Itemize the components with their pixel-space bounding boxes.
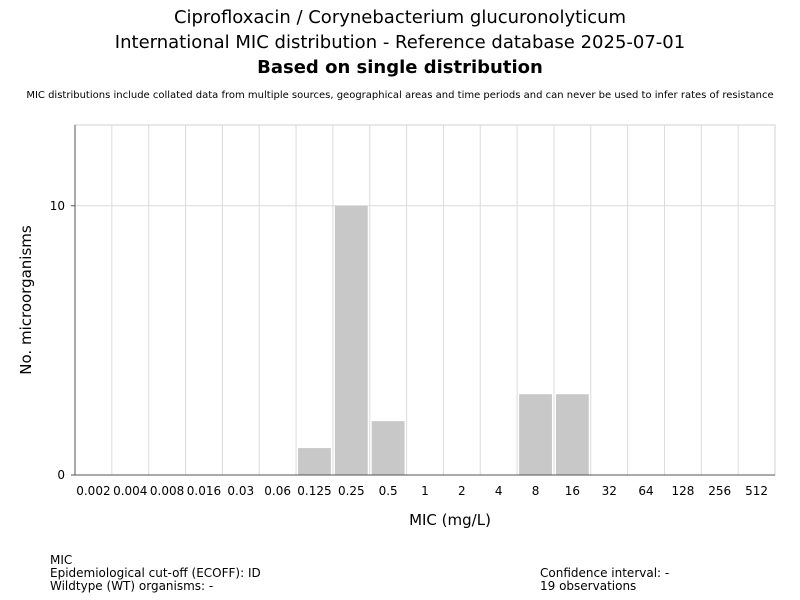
- x-tick-label: 16: [565, 484, 580, 498]
- disclaimer-text: MIC distributions include collated data …: [26, 90, 774, 101]
- x-tick-label: 0.25: [338, 484, 365, 498]
- y-tick-label: 0: [57, 468, 65, 482]
- x-tick-label: 0.008: [150, 484, 184, 498]
- x-tick-label: 4: [495, 484, 503, 498]
- x-axis-label: MIC (mg/L): [409, 511, 491, 529]
- x-tick-label: 1: [421, 484, 429, 498]
- mic-label: MIC: [50, 553, 73, 567]
- x-tick-label: 64: [638, 484, 653, 498]
- y-tick-label: 10: [50, 199, 65, 213]
- x-tick-label: 512: [745, 484, 768, 498]
- bar: [555, 394, 589, 475]
- x-tick-label: 0.002: [76, 484, 110, 498]
- x-tick-label: 0.125: [297, 484, 331, 498]
- x-tick-label: 0.06: [264, 484, 291, 498]
- ecoff-text: Epidemiological cut-off (ECOFF): ID: [50, 566, 261, 580]
- x-tick-label: 0.016: [187, 484, 221, 498]
- y-axis-label: No. microorganisms: [17, 225, 35, 375]
- chart-title-line-3: Based on single distribution: [257, 57, 543, 78]
- x-tick-label: 32: [602, 484, 617, 498]
- bar: [298, 448, 331, 475]
- confidence-text: Confidence interval: -: [540, 566, 670, 580]
- bar: [371, 421, 405, 475]
- footer-right: Confidence interval: - 19 observations: [540, 567, 669, 593]
- x-tick-label: 8: [532, 484, 540, 498]
- plot-frame: [74, 124, 776, 476]
- x-tick-label: 0.5: [379, 484, 398, 498]
- bar: [519, 394, 552, 475]
- observations-text: 19 observations: [540, 579, 637, 593]
- x-tick-label: 128: [671, 484, 694, 498]
- x-tick-label: 256: [708, 484, 731, 498]
- chart-title-line-2: International MIC distribution - Referen…: [114, 32, 686, 53]
- x-tick-label: 0.004: [113, 484, 147, 498]
- footer-left: MIC Epidemiological cut-off (ECOFF): ID …: [50, 554, 261, 593]
- bar: [334, 205, 368, 475]
- chart-title-line-1: Ciprofloxacin / Corynebacterium glucuron…: [173, 7, 627, 28]
- x-tick-label: 2: [458, 484, 466, 498]
- x-tick-label: 0.03: [227, 484, 254, 498]
- wildtype-text: Wildtype (WT) organisms: -: [50, 579, 214, 593]
